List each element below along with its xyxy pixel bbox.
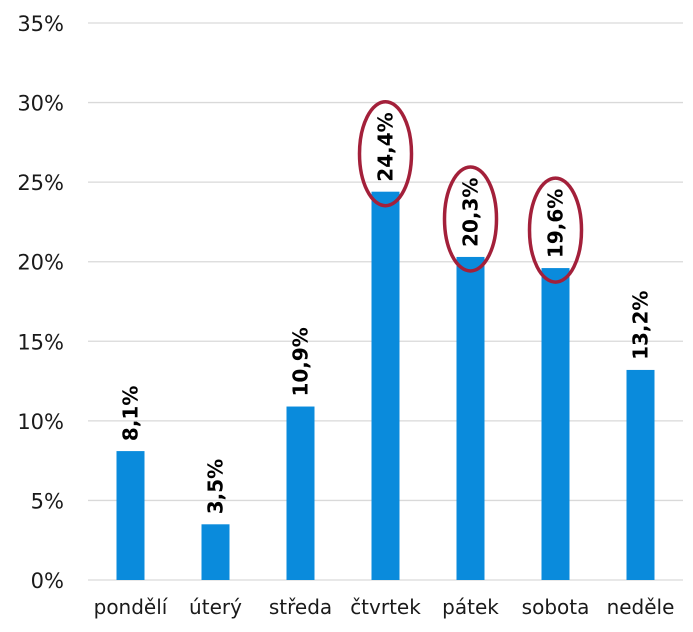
highlight-ellipse (527, 176, 584, 284)
highlight-ellipses (357, 99, 584, 284)
y-tick-label: 35% (17, 12, 64, 36)
data-label: 24,4% (374, 112, 398, 181)
highlight-ellipse (442, 165, 499, 273)
y-tick-label: 15% (17, 330, 64, 354)
y-tick-label: 10% (17, 410, 64, 434)
bar (371, 191, 400, 581)
bar (116, 451, 145, 580)
y-tick-label: 30% (17, 92, 64, 116)
x-axis-category-labels: pondělí úterý středa čtvrtek pátek sobota nedě… (94, 595, 675, 619)
data-label: 3,5% (204, 459, 228, 514)
bar (201, 524, 230, 580)
x-category-label: úterý (189, 595, 242, 619)
x-category-label: pátek (442, 595, 499, 619)
bar (626, 369, 655, 580)
bar (541, 268, 570, 580)
x-category-label: neděle (607, 595, 675, 619)
data-label: 8,1% (119, 386, 143, 441)
y-tick-label: 5% (31, 489, 64, 513)
y-axis-tick-labels: 0% 5% 10% 15% 20% 25% 30% 35% (17, 12, 64, 593)
bar (286, 406, 315, 580)
y-tick-label: 20% (17, 251, 64, 275)
x-category-label: středa (269, 595, 332, 619)
data-label: 13,2% (629, 291, 653, 360)
data-label: 10,9% (289, 327, 313, 396)
y-tick-label: 0% (31, 569, 64, 593)
bar (456, 256, 485, 580)
data-labels: 8,1% 3,5% 10,9% 24,4% 20,3% 19,6% 13,2% (119, 112, 653, 514)
x-category-label: pondělí (94, 595, 169, 619)
data-label: 20,3% (459, 178, 483, 247)
x-category-label: sobota (522, 595, 590, 619)
bars (116, 191, 655, 581)
highlight-ellipse (357, 99, 414, 208)
y-tick-label: 25% (17, 171, 64, 195)
data-label: 19,6% (544, 189, 568, 258)
x-category-label: čtvrtek (350, 595, 421, 619)
